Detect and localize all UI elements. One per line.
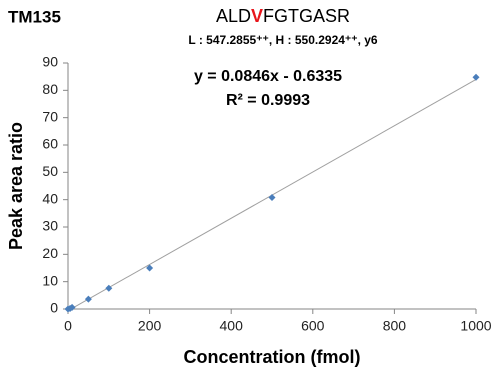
- data-point: [105, 284, 113, 292]
- data-point: [268, 193, 276, 201]
- trendline-equation: y = 0.0846x - 0.6335: [194, 68, 342, 85]
- data-point: [68, 303, 76, 311]
- x-tick-label: 0: [64, 318, 72, 334]
- data-point: [472, 73, 480, 81]
- x-tick-label: 200: [138, 318, 162, 334]
- y-tick-label: 20: [42, 245, 58, 261]
- y-axis-label: Peak area ratio: [6, 122, 26, 250]
- y-tick-label: 50: [42, 163, 58, 179]
- chart-subtitle: L : 547.2855⁺⁺, H : 550.2924⁺⁺, y6: [188, 33, 378, 47]
- x-tick-label: 800: [383, 318, 407, 334]
- x-tick-label: 600: [301, 318, 325, 334]
- y-tick-label: 90: [42, 54, 58, 70]
- x-tick-label: 400: [220, 318, 244, 334]
- trendline-r2: R² = 0.9993: [226, 92, 310, 109]
- y-tick-label: 40: [42, 190, 58, 206]
- chart-tag: TM135: [8, 7, 61, 26]
- y-tick-label: 0: [50, 300, 58, 316]
- title-part: ALD: [216, 6, 251, 26]
- y-tick-label: 80: [42, 81, 58, 97]
- title-part: FGTGASR: [263, 6, 350, 26]
- y-tick-label: 30: [42, 218, 58, 234]
- y-tick-label: 60: [42, 136, 58, 152]
- title-part: V: [251, 6, 263, 26]
- y-tick-label: 10: [42, 272, 58, 288]
- x-tick-label: 1000: [460, 318, 491, 334]
- y-tick-label: 70: [42, 108, 58, 124]
- data-point: [84, 295, 92, 303]
- chart-title: ALDVFGTGASR: [216, 6, 350, 26]
- x-axis-label: Concentration (fmol): [184, 347, 361, 367]
- data-point: [146, 264, 154, 272]
